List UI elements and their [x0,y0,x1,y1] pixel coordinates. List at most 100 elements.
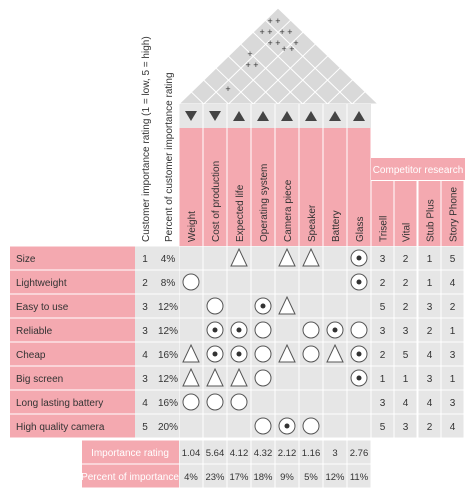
roof-correlation-mark: + + [279,27,292,37]
competitor-score: 1 [427,254,433,265]
roof-grid-line [265,20,353,105]
requirement-row: Big screen 3 12% 1 1 3 1 [10,366,464,390]
customer-percent-value: 8% [161,278,176,289]
requirement-row: Reliable 3 12% 3 3 2 1 [10,318,464,342]
weak-relationship-icon [182,367,200,387]
requirement-cell [10,390,135,414]
competitor-score-cell [418,366,441,390]
relationship-cell [275,318,299,342]
customer-percent-value: 4% [161,254,176,265]
relationship-cell [179,414,203,438]
tech-header-label: Battery [331,210,342,242]
competitor-score: 2 [427,422,433,433]
competitor-score-cell [441,246,464,270]
competitor-score-cell [371,294,394,318]
roof-correlation-mark: + [247,49,252,59]
competitor-research-box [371,158,465,180]
rating-cell [135,390,179,414]
bottom-value-cell [251,440,275,464]
bottom-value: 3 [332,448,337,459]
medium-relationship-icon [182,393,200,411]
rating-cell [135,318,179,342]
tech-header-label: Cost of production [211,161,222,242]
competitor-score-cell [394,294,417,318]
competitor-header-cell [371,181,394,246]
bottom-value: 17% [229,472,249,483]
arrow-up-icon [305,111,317,121]
roof-grid-line [215,67,254,105]
competitor-score: 1 [380,374,386,385]
weak-relationship-icon [278,247,296,267]
customer-rating-header: Customer importance rating (1 = low, 5 =… [141,36,152,242]
relationship-cell [299,390,323,414]
customer-rating-value: 5 [142,422,148,433]
rating-cell [135,294,179,318]
relationship-cell [251,390,275,414]
relationship-cell [227,294,251,318]
competitor-score-cell [371,270,394,294]
customer-rating-value: 3 [142,374,148,385]
customer-rating-value: 4 [142,398,148,409]
relationship-cell [179,294,203,318]
relationship-cell [323,366,347,390]
tech-header-cell [179,128,203,246]
percent-importance-row: Percent of importance 4% 23% 17% 18% 9% 5% 12% 1… [81,464,371,488]
competitor-score-cell [371,390,394,414]
competitor-score-cell [441,414,464,438]
bottom-value: 11% [350,472,369,483]
weak-relationship-icon [206,367,224,387]
competitor-name: Trisell [379,216,390,242]
competitor-score-cell [394,270,417,294]
rating-cell [135,342,179,366]
competitor-score-cell [394,414,417,438]
strong-relationship-dot [284,423,290,429]
weak-relationship-icon [278,295,296,315]
competitor-header-cell [418,181,441,246]
competitor-score: 4 [427,350,433,361]
competitor-score: 1 [450,374,456,385]
medium-relationship-icon [302,321,320,339]
arrow-up-icon [233,111,245,121]
arrow-up-icon [281,111,293,121]
requirement-label: High quality camera [16,422,105,433]
roof-grid-line [302,67,341,105]
medium-relationship-icon [230,393,248,411]
strong-relationship-dot [356,375,362,381]
competitor-score: 4 [450,278,456,289]
competitor-score: 3 [380,326,386,337]
bottom-value: 5% [304,472,318,483]
competitor-score-cell [441,342,464,366]
bottom-row-label: Importance rating [91,448,169,459]
bottom-value-cell [323,464,347,488]
rating-cell [135,366,179,390]
tech-header-cell [251,128,275,246]
tech-header-cell [275,128,299,246]
customer-percent-value: 20% [158,422,178,433]
strong-relationship-dot [332,327,338,333]
requirement-row: Size 1 4% 3 2 1 5 [10,246,464,270]
bottom-value: 1.04 [182,448,201,459]
roof-correlation-mark: + + [259,27,272,37]
competitor-name: Stub Plus [426,199,437,242]
weak-relationship-icon [278,343,296,363]
relationship-cell [299,366,323,390]
roof-correlation-mark: + + [245,60,258,70]
tech-header-cell [347,128,371,246]
strong-relationship-dot [212,327,218,333]
medium-relationship-icon [206,297,224,315]
competitor-score: 1 [427,278,433,289]
tech-header-label: Expected life [235,184,246,242]
customer-percent-value: 16% [158,350,178,361]
competitor-score-cell [418,342,441,366]
bottom-value: 23% [205,472,225,483]
bottom-value: 12% [325,472,345,483]
competitor-score-cell [441,366,464,390]
relationship-cell [323,390,347,414]
competitor-score: 3 [427,374,433,385]
customer-percent-value: 16% [158,398,178,409]
tech-header-cell [323,128,347,246]
competitor-score-cell [394,342,417,366]
requirement-cell [10,318,135,342]
strong-relationship-dot [356,279,362,285]
arrow-down-icon [209,111,221,121]
